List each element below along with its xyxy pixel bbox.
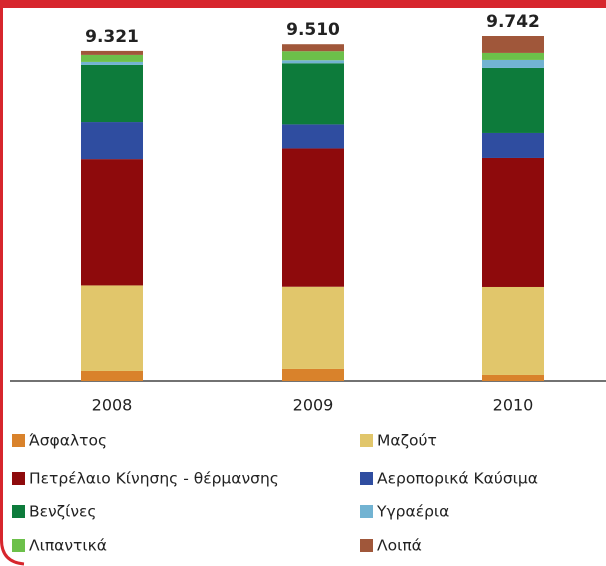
bar-segment [482, 132, 544, 158]
total-label: 9.510 [286, 20, 340, 40]
legend-label: Μαζούτ [377, 432, 437, 450]
bar-segment [482, 67, 544, 133]
bar-segment [282, 124, 344, 149]
bar-segment [282, 44, 344, 52]
legend-label: Βενζίνες [29, 503, 96, 521]
legend-swatch [12, 434, 25, 447]
bar-segment [282, 286, 344, 369]
x-tick-label: 2008 [92, 396, 133, 415]
legend-swatch [360, 434, 373, 447]
legend-swatch [360, 539, 373, 552]
legend-swatch [12, 505, 25, 518]
bar-segment [81, 370, 143, 381]
legend-label: Αεροπορικά Καύσιμα [377, 470, 538, 488]
frame-top [0, 0, 606, 8]
bar-segment [81, 285, 143, 371]
legend-label: Άσφαλτος [29, 432, 107, 450]
bar-segment [482, 157, 544, 287]
bar-segment [81, 159, 143, 286]
bar-segment [282, 63, 344, 125]
bar-segment [282, 148, 344, 287]
legend-label: Λοιπά [377, 537, 422, 555]
bar-segment [282, 51, 344, 61]
bar-segment [81, 50, 143, 55]
bar-segment [482, 36, 544, 53]
x-tick-label: 2010 [493, 396, 534, 415]
legend-label: Πετρέλαιο Κίνησης - θέρμανσης [29, 470, 279, 488]
x-tick-label: 2009 [293, 396, 334, 415]
bar-segment [81, 122, 143, 160]
legend-swatch [360, 505, 373, 518]
legend-swatch [12, 539, 25, 552]
legend-swatch [360, 472, 373, 485]
bar-segment [282, 368, 344, 381]
total-label: 9.321 [85, 27, 139, 47]
bar-segment [81, 61, 143, 65]
frame-left [0, 0, 25, 566]
bar-segment [81, 64, 143, 123]
bar-segment [482, 59, 544, 68]
bar-segment [482, 374, 544, 381]
bar-segment [482, 286, 544, 375]
bar-segment [282, 60, 344, 64]
bar-segment [81, 54, 143, 62]
legend-swatch [12, 472, 25, 485]
legend-label: Υγραέρια [376, 503, 449, 521]
bar-segment [482, 52, 544, 60]
legend-label: Λιπαντικά [29, 537, 107, 555]
total-label: 9.742 [486, 12, 540, 32]
